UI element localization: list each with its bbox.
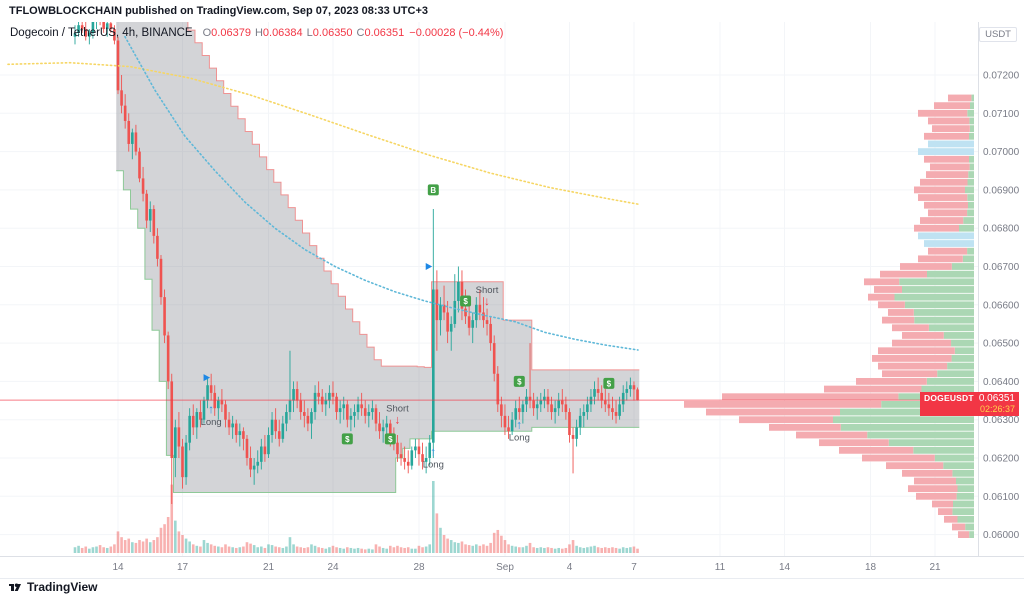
stop-band-layer bbox=[116, 22, 640, 493]
svg-text:Short: Short bbox=[476, 285, 499, 296]
ohlc-low-value: 0.06350 bbox=[312, 27, 353, 39]
ohlc-high-value: 0.06384 bbox=[262, 27, 303, 39]
svg-text:0.07200: 0.07200 bbox=[983, 71, 1020, 82]
svg-text:0.06200: 0.06200 bbox=[983, 454, 1020, 465]
svg-text:18: 18 bbox=[865, 562, 877, 573]
ohlc-close-value: 0.06351 bbox=[364, 27, 405, 39]
take-profit-icon bbox=[603, 377, 615, 389]
buy-badge-icon bbox=[427, 184, 439, 196]
svg-text:$: $ bbox=[607, 380, 612, 389]
moving-averages-layer bbox=[7, 35, 641, 351]
price-badge-symbol: DOGEUSDT bbox=[924, 393, 974, 404]
svg-text:0.07100: 0.07100 bbox=[983, 109, 1020, 120]
svg-text:Long: Long bbox=[201, 417, 222, 428]
take-profit-icon bbox=[460, 295, 472, 307]
svg-text:0.06700: 0.06700 bbox=[983, 262, 1020, 273]
svg-text:$: $ bbox=[517, 378, 522, 387]
take-profit-icon bbox=[513, 375, 525, 387]
entry-arrow-icon bbox=[425, 263, 433, 270]
svg-text:21: 21 bbox=[263, 562, 275, 573]
svg-text:14: 14 bbox=[779, 562, 791, 573]
svg-text:0.07000: 0.07000 bbox=[983, 147, 1020, 158]
price-badge-value: 0.06351 bbox=[978, 393, 1015, 405]
svg-text:Short: Short bbox=[386, 404, 409, 415]
svg-text:↑: ↑ bbox=[208, 402, 214, 416]
volume-profile-layer bbox=[684, 94, 974, 538]
svg-text:$: $ bbox=[345, 435, 350, 444]
ohlc-readout: O0.06379 H0.06384 L0.06350 C0.06351 −0.00028… bbox=[199, 27, 504, 39]
svg-text:0.06000: 0.06000 bbox=[983, 530, 1020, 541]
ohlc-open-value: 0.06379 bbox=[211, 27, 251, 39]
svg-text:↑: ↑ bbox=[516, 418, 522, 432]
svg-text:0.06600: 0.06600 bbox=[983, 300, 1020, 311]
tradingview-wordmark[interactable]: TradingView bbox=[27, 580, 98, 594]
take-profit-icon bbox=[341, 433, 353, 445]
svg-text:0.06300: 0.06300 bbox=[983, 415, 1020, 426]
current-price-badge: DOGEUSDT 0.06351 02:26:37 bbox=[920, 392, 1019, 417]
svg-text:B: B bbox=[430, 186, 436, 195]
ma-blue-line bbox=[124, 35, 639, 351]
ohlc-low-label: L bbox=[306, 27, 313, 39]
tradingview-logo-icon[interactable] bbox=[8, 580, 22, 594]
svg-text:24: 24 bbox=[327, 562, 339, 573]
svg-text:11: 11 bbox=[715, 562, 726, 573]
publication-header: TFLOWBLOCKCHAIN published on TradingView… bbox=[0, 0, 1024, 22]
svg-text:17: 17 bbox=[177, 562, 189, 573]
ohlc-high-label: H bbox=[254, 27, 263, 39]
svg-text:↓: ↓ bbox=[484, 294, 490, 308]
volume-layer bbox=[73, 481, 639, 553]
svg-text:$: $ bbox=[463, 297, 468, 306]
svg-text:14: 14 bbox=[112, 562, 124, 573]
entry-arrow-icon bbox=[203, 374, 211, 382]
svg-text:Sep: Sep bbox=[496, 562, 514, 573]
ohlc-open-label: O bbox=[202, 27, 212, 39]
svg-text:↑: ↑ bbox=[430, 444, 436, 458]
publication-text: TFLOWBLOCKCHAIN published on TradingView… bbox=[9, 5, 428, 17]
take-profit-icon bbox=[384, 433, 396, 445]
svg-text:21: 21 bbox=[929, 562, 941, 573]
axis-unit-badge: USDT bbox=[979, 27, 1017, 42]
symbol-title[interactable]: Dogecoin / TetherUS, 4h, BINANCE bbox=[10, 27, 193, 39]
svg-text:28: 28 bbox=[413, 562, 425, 573]
ohlc-close-label: C bbox=[356, 27, 365, 39]
chart-area[interactable]: ↑ Long $ $ ↓ Short B ↑ Long $ ↓ Short $ ↑ Long $0.07200… bbox=[0, 22, 1024, 578]
svg-text:0.06900: 0.06900 bbox=[983, 185, 1020, 196]
svg-text:↓: ↓ bbox=[394, 413, 400, 427]
ma-yellow-line bbox=[7, 61, 641, 206]
symbol-legend[interactable]: Dogecoin / TetherUS, 4h, BINANCE O0.06379… bbox=[10, 27, 503, 39]
candle-countdown: 02:26:37 bbox=[979, 404, 1015, 415]
change-readout: −0.00028 (−0.44%) bbox=[409, 27, 504, 39]
footer-bar: TradingView bbox=[0, 578, 1024, 595]
svg-text:$: $ bbox=[388, 435, 393, 444]
svg-text:0.06800: 0.06800 bbox=[983, 224, 1020, 235]
time-axis[interactable]: 14 17 21 24 28 Sep 4 7 11 14 18 21 bbox=[0, 556, 1024, 574]
svg-text:Long: Long bbox=[423, 459, 444, 470]
svg-text:0.06100: 0.06100 bbox=[983, 492, 1020, 503]
svg-text:0.06500: 0.06500 bbox=[983, 339, 1020, 350]
price-axis[interactable]: 0.07200 0.07100 0.07000 0.06900 0.06800 0.067… bbox=[978, 22, 1020, 556]
svg-text:4: 4 bbox=[567, 562, 573, 573]
svg-text:7: 7 bbox=[631, 562, 637, 573]
svg-text:Long: Long bbox=[509, 433, 530, 444]
svg-text:0.06400: 0.06400 bbox=[983, 377, 1020, 388]
